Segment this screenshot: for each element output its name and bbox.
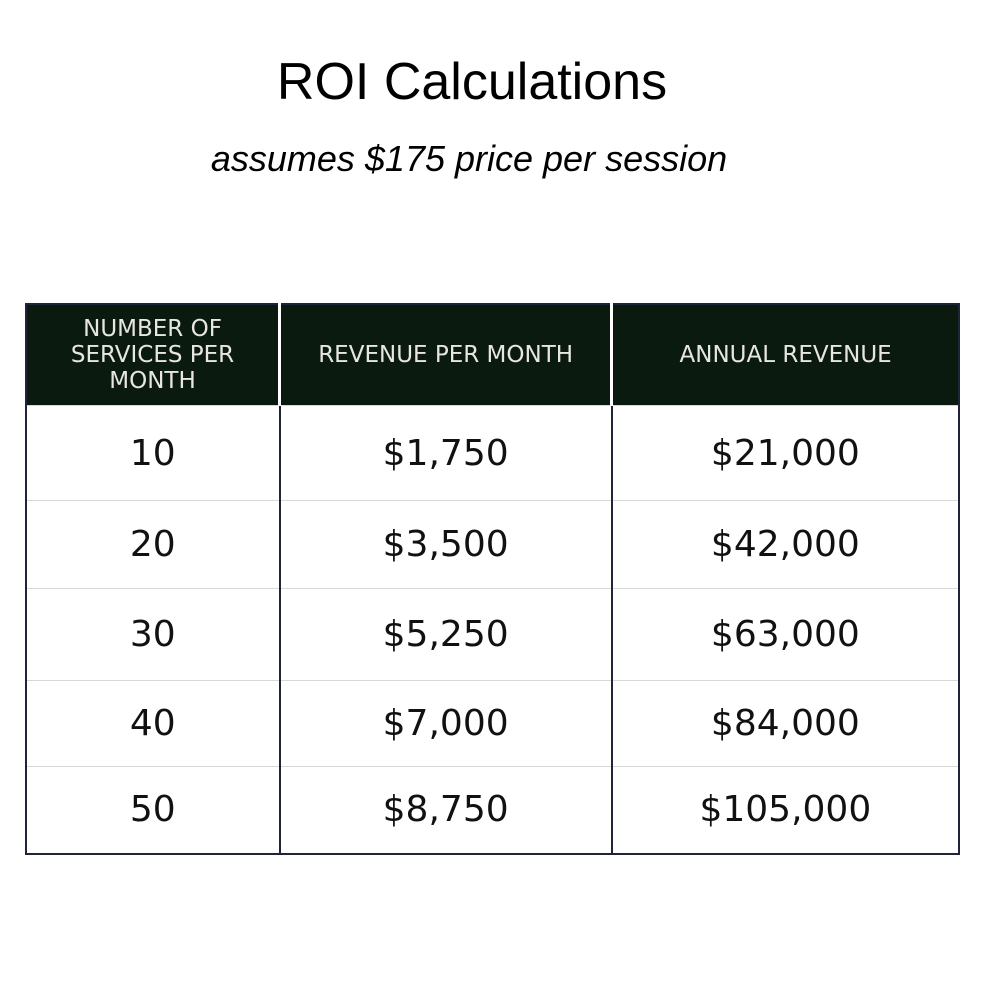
table-cell: $3,500 [278, 500, 612, 589]
column-header: Annual Revenue [610, 304, 959, 406]
title: ROI Calculations [276, 53, 668, 111]
table-cell: 10 [26, 405, 280, 501]
table-cell: $63,000 [610, 588, 959, 681]
table-row: 30 $5,250 $63,000 [26, 588, 959, 681]
table-header: Number of Services per Month Revenue per … [26, 304, 959, 406]
table-cell: 50 [26, 766, 280, 854]
roi-table: Number of Services per Month Revenue per … [25, 303, 960, 855]
table-cell: $1,750 [278, 405, 612, 501]
table-body: 10 $1,750 $21,000 20 $3,500 $42,000 30 $5,250 $6… [26, 405, 959, 854]
table-cell: $5,250 [278, 588, 612, 681]
table-cell: 20 [26, 500, 280, 589]
table-row: 10 $1,750 $21,000 [26, 405, 959, 501]
table-cell: 40 [26, 680, 280, 767]
table-row: 40 $7,000 $84,000 [26, 680, 959, 767]
table-cell: $84,000 [610, 680, 959, 767]
table-row: 20 $3,500 $42,000 [26, 500, 959, 589]
table-cell: $7,000 [278, 680, 612, 767]
column-header: Number of Services per Month [26, 304, 280, 406]
table-cell: 30 [26, 588, 280, 681]
table-row: 50 $8,750 $105,000 [26, 766, 959, 854]
column-header: Revenue per Month [278, 304, 612, 406]
subtitle: assumes $175 price per session [210, 138, 728, 179]
table-cell: $8,750 [278, 766, 612, 854]
table-cell: $105,000 [610, 766, 959, 854]
header-row: Number of Services per Month Revenue per … [26, 304, 959, 406]
table-cell: $21,000 [610, 405, 959, 501]
table-cell: $42,000 [610, 500, 959, 589]
